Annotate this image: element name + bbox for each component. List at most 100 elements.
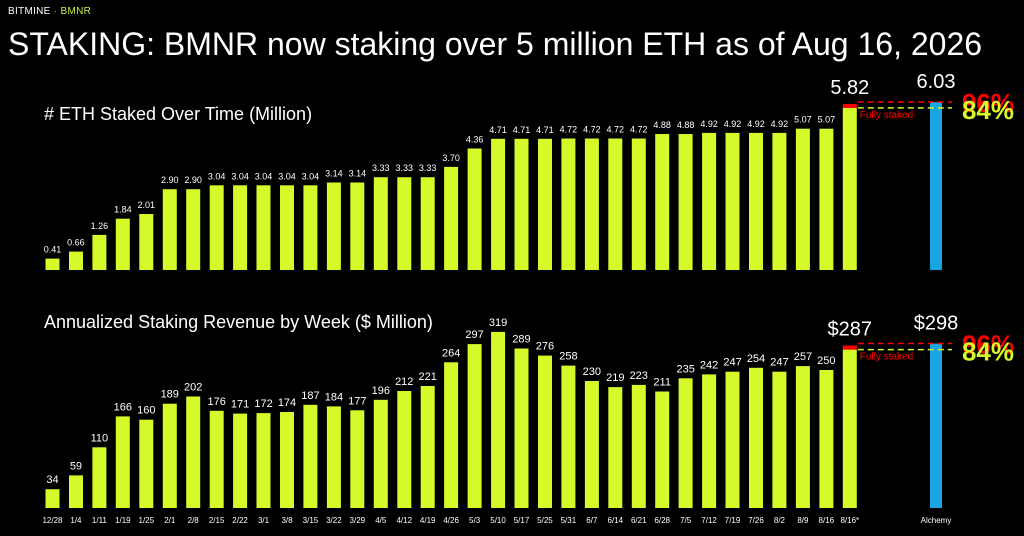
data-label: 3.33 [395, 163, 413, 173]
bar [115, 416, 130, 508]
data-label: 276 [536, 341, 554, 353]
brand-separator: · [53, 6, 58, 17]
x-tick-label: 8/9 [797, 516, 809, 525]
bar [725, 132, 740, 270]
bar [420, 177, 435, 270]
bar [467, 148, 482, 270]
data-label: 4.92 [724, 119, 742, 129]
bar [256, 413, 271, 508]
fully-staked-label: Fully staked [860, 352, 913, 363]
bar [233, 413, 248, 508]
data-label: 59 [70, 460, 82, 472]
bar [373, 399, 388, 508]
data-label: $287 [828, 319, 873, 341]
bar [678, 378, 693, 508]
data-label: 247 [723, 357, 741, 369]
data-label: 4.92 [700, 119, 718, 129]
data-label: 3.04 [208, 171, 226, 181]
x-tick-label: 8/2 [774, 516, 786, 525]
x-tick-label: 2/8 [188, 516, 200, 525]
data-label: 4.92 [771, 119, 789, 129]
bar [608, 138, 623, 270]
bar [69, 251, 83, 270]
bar [373, 177, 388, 270]
bar [45, 258, 60, 270]
bar [467, 344, 482, 508]
pct-low-label: 84% [962, 337, 1014, 367]
x-tick-label: 4/12 [396, 516, 412, 525]
x-tick-label: 6/14 [608, 516, 624, 525]
data-label: 212 [395, 376, 413, 388]
data-label: 5.07 [818, 115, 836, 125]
fully-staked-segment [842, 345, 857, 350]
x-tick-label: 3/8 [281, 516, 293, 525]
x-tick-label: 7/5 [680, 516, 692, 525]
data-label: 171 [231, 399, 249, 411]
data-label: 223 [630, 370, 648, 382]
data-label: 289 [512, 333, 530, 345]
x-tick-label: 5/3 [469, 516, 481, 525]
bar [702, 132, 717, 270]
data-label: 3.04 [302, 171, 320, 181]
data-label: 3.14 [349, 169, 367, 179]
brand: BITMINE · BMNR [8, 6, 91, 17]
data-label: 2.90 [161, 175, 179, 185]
data-label: 5.82 [830, 77, 869, 99]
bar [561, 138, 576, 270]
x-tick-label: 1/25 [139, 516, 155, 525]
bar [69, 475, 83, 508]
bar [45, 489, 60, 508]
x-tick-label: 7/19 [725, 516, 741, 525]
data-label: 3.04 [231, 171, 249, 181]
bar [326, 182, 341, 270]
bar [491, 331, 506, 508]
bar [819, 370, 834, 508]
bar [514, 348, 529, 508]
bar [538, 138, 552, 270]
bar [444, 166, 459, 270]
data-label: 257 [794, 351, 812, 363]
data-label: 4.71 [513, 125, 531, 135]
bar [280, 185, 294, 270]
x-tick-label: 5/25 [537, 516, 553, 525]
bar [350, 410, 365, 508]
data-label: 264 [442, 347, 460, 359]
data-label: 2.01 [138, 200, 156, 210]
x-tick-label: 12/28 [42, 516, 63, 525]
x-tick-label: 1/11 [92, 516, 108, 525]
bar [631, 138, 646, 270]
x-tick-label: 1/4 [70, 516, 82, 525]
data-label: 4.88 [653, 120, 671, 130]
x-tick-label: 5/10 [490, 516, 506, 525]
bar [491, 138, 506, 270]
data-label: 230 [583, 366, 601, 378]
alchemy-value-label: 6.03 [917, 71, 956, 93]
bar [561, 365, 576, 508]
pct-low-label: 84% [962, 95, 1014, 125]
data-label: 187 [301, 390, 319, 402]
brand-ticker: BMNR [60, 6, 92, 17]
data-label: 110 [91, 432, 109, 444]
x-tick-label: 5/17 [514, 516, 530, 525]
x-tick-label: 4/5 [375, 516, 387, 525]
x-tick-label: 4/19 [420, 516, 436, 525]
data-label: 250 [817, 355, 835, 367]
bar [842, 107, 857, 271]
bar [655, 134, 670, 270]
data-label: 3.04 [278, 171, 296, 181]
bar [842, 349, 857, 508]
bar [420, 386, 435, 508]
bar [584, 138, 599, 270]
data-label: 258 [559, 351, 577, 363]
x-tick-label: 3/22 [326, 516, 342, 525]
x-tick-label: 7/26 [748, 516, 764, 525]
bar [115, 218, 130, 270]
x-tick-label: 2/22 [232, 516, 248, 525]
bar [280, 412, 294, 508]
data-label: 4.71 [489, 125, 507, 135]
bar [186, 396, 201, 508]
data-label: 174 [278, 397, 296, 409]
bar [209, 185, 224, 270]
data-label: 4.72 [583, 125, 601, 135]
bar [702, 374, 717, 508]
